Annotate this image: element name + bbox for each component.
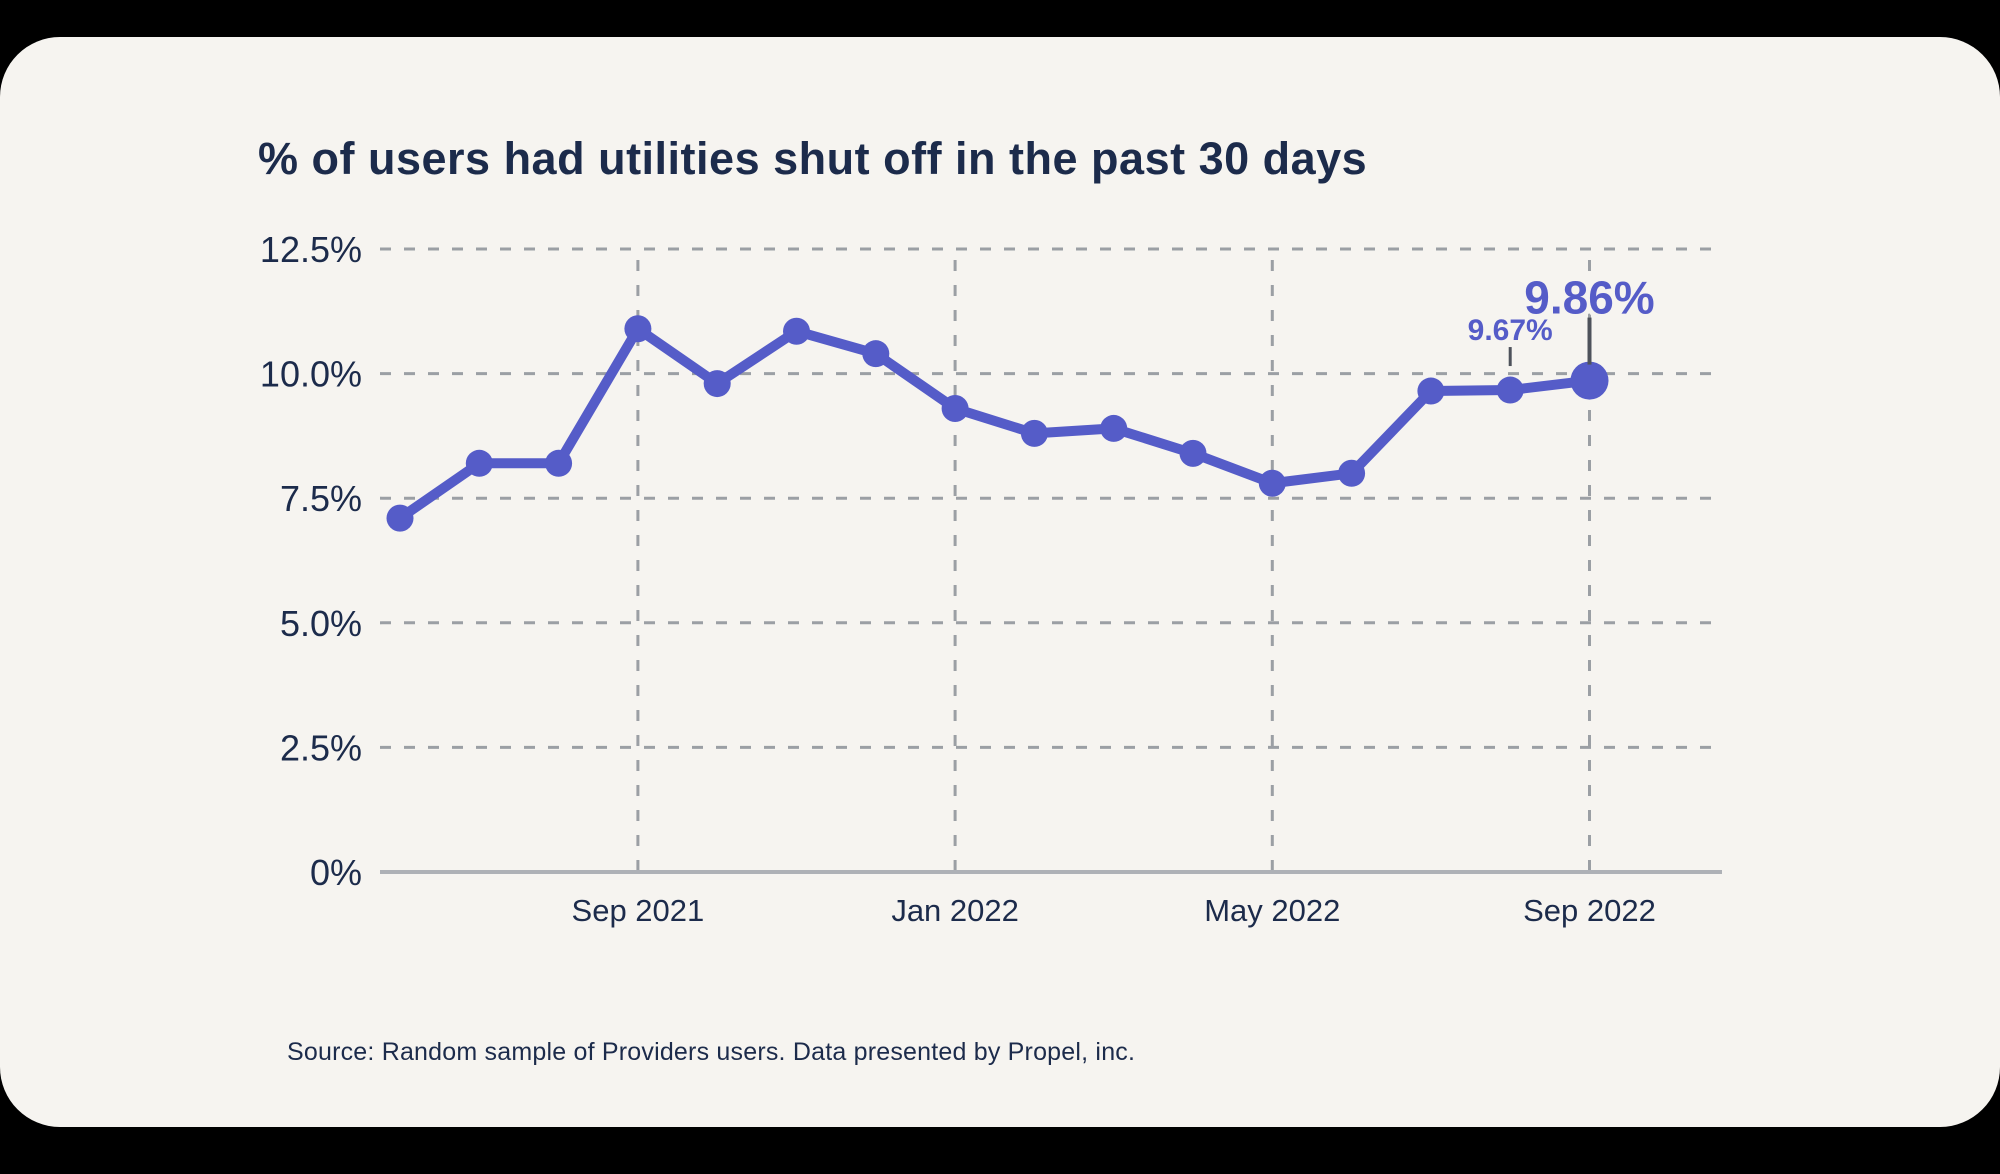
data-line [395,323,1595,524]
y-axis-tick-label: 2.5% [280,727,362,768]
data-point [703,370,731,398]
x-axis-tick-label: Sep 2021 [572,893,705,928]
data-point [386,504,414,532]
y-axis-tick-label: 10.0% [260,354,362,395]
y-axis-tick-label: 0% [310,852,362,893]
y-axis-tick-label: 5.0% [280,603,362,644]
data-point [545,449,573,477]
data-point [1179,439,1207,467]
annotation-label: 9.86% [1524,272,1654,324]
line-chart: 0% 2.5% 5.0% 7.5% 10.0% 12.5% Sep 2021 Jan 2022… [260,229,1722,928]
data-point [1338,459,1366,487]
data-point [862,340,890,368]
chart-card: % of users had utilities shut off in the… [0,37,2000,1127]
x-axis-tick-label: Jan 2022 [891,893,1019,928]
x-axis-tick-label: Sep 2022 [1523,893,1656,928]
y-axis-tick-label: 7.5% [280,478,362,519]
data-point [1100,414,1128,442]
data-point [1496,376,1524,404]
data-point [1020,419,1048,447]
data-point [783,317,810,345]
x-axis-tick-label: May 2022 [1204,893,1340,928]
y-axis-tick-label: 12.5% [260,229,362,270]
data-point [624,315,652,343]
source-note: Source: Random sample of Providers users… [287,1038,1136,1066]
chart-title: % of users had utilities shut off in the… [258,133,1368,184]
annotation-label: 9.67% [1468,314,1553,347]
data-point [1570,361,1609,400]
data-point [1417,377,1445,405]
data-point [465,449,493,477]
data-point [1258,469,1286,497]
data-point [941,394,969,422]
